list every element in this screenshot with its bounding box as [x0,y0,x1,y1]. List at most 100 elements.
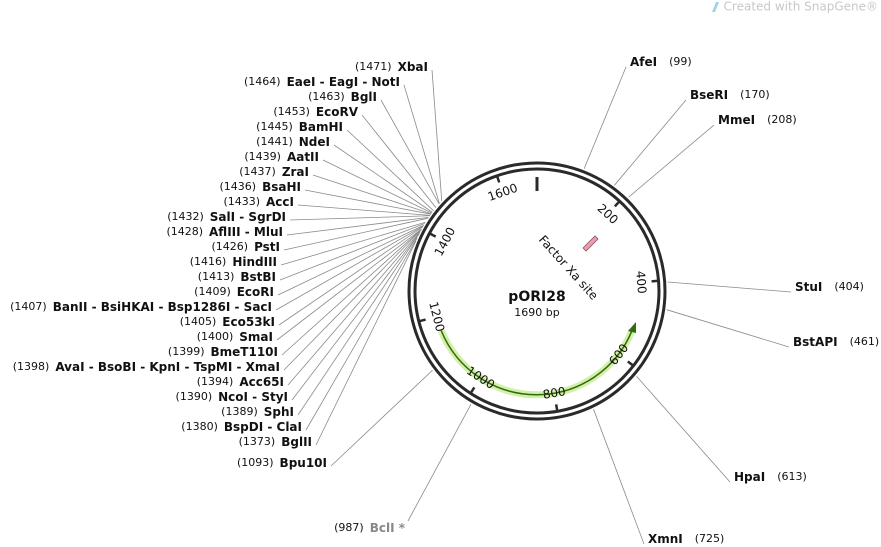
site-connector [583,66,627,169]
feature-arrowhead [628,322,636,333]
enzyme-name: NdeI [299,135,330,149]
site-label: (1400) SmaI [197,330,273,344]
site-position: (1463) [308,90,345,103]
site-position: (1426) [211,240,248,253]
backbone-outer [407,161,667,421]
site-connector [287,231,421,386]
watermark-logo [712,2,719,12]
site-position: (1437) [239,165,276,178]
site-label: (1464) EaeI - EagI - NotI [244,75,400,89]
site-position: (1407) [10,300,47,313]
enzyme-name: BglI [351,90,377,104]
site-label: AfeI (99) [630,55,692,69]
enzyme-name: BseRI [690,88,728,102]
site-position: (1394) [197,375,234,388]
site-position: (1380) [181,420,218,433]
site-position: (1093) [237,456,274,469]
site-position: (208) [767,113,797,126]
enzyme-name: BspDI - ClaI [224,420,302,434]
site-label: (1389) SphI [221,405,294,419]
site-connector [666,309,790,348]
site-label: (987) BclI * [334,521,406,535]
enzyme-name: StuI [795,280,822,294]
site-position: (1471) [355,60,392,73]
site-connector [283,229,422,371]
site-connector [380,99,440,205]
site-connector [277,224,424,296]
site-position: (1445) [256,120,293,133]
site-label: (1407) BanII - BsiHKAI - Bsp1286I - SacI [10,300,272,314]
feature-glow [437,328,636,399]
site-connector [346,129,434,211]
enzyme-name: Acc65I [239,375,284,389]
tick-mark [554,404,559,412]
site-position: (1433) [223,195,260,208]
site-connector [279,223,425,281]
enzyme-name: HindIII [232,255,277,269]
site-label: (1399) BmeT110I [168,345,278,359]
tick-label: 800 [542,384,567,402]
site-label: (1394) Acc65I [197,375,284,389]
site-connector [291,233,420,401]
enzyme-name: XmnI [648,532,683,546]
site-label: (1409) EcoRI [194,285,274,299]
site-connector [636,375,731,483]
enzyme-name: EcoRV [316,105,359,119]
site-position: (1399) [168,345,205,358]
enzyme-name: BclI * [370,521,406,535]
feature-arc [440,330,633,396]
site-label: (1405) Eco53kI [180,315,275,329]
site-label: (1380) BspDI - ClaI [181,420,302,434]
enzyme-name: BanII - BsiHKAI - Bsp1286I - SacI [53,300,272,314]
site-position: (1439) [244,150,281,163]
enzyme-name: EaeI - EagI - NotI [287,75,400,89]
enzyme-name: AccI [266,195,294,209]
site-label: (1445) BamHI [256,120,343,134]
enzyme-name: PstI [254,240,280,254]
enzyme-name: AfeI [630,55,657,69]
site-label: (1441) NdeI [256,135,330,149]
enzyme-name: BmeT110I [211,345,279,359]
backbone-inner [413,167,661,415]
site-connector [281,229,422,356]
enzyme-name: AvaI - BsoBI - KpnI - TspMI - XmaI [55,360,280,374]
site-connector [333,144,433,213]
site-label: (1433) AccI [223,195,294,209]
site-position: (1432) [167,210,204,223]
site-connector [283,217,429,251]
enzyme-name: AflIII - MluI [209,225,283,239]
tick-mark [627,360,635,367]
tick-label: 1000 [464,364,497,392]
site-position: (1453) [273,105,310,118]
enzyme-name: XbaI [398,60,428,74]
site-label: (1413) BstBI [198,270,276,284]
enzyme-name: BstBI [240,270,276,284]
site-connector [305,237,418,431]
site-position: (1405) [180,315,217,328]
site-connector [297,233,420,416]
site-connector [286,216,429,236]
site-label: (1463) BglI [308,90,377,104]
site-position: (1464) [244,75,281,88]
enzyme-name: HpaI [734,470,765,484]
enzyme-name: MmeI [718,113,755,127]
enzyme-name: SmaI [239,330,273,344]
watermark: Created with SnapGene® [724,0,878,14]
site-connector [322,159,432,214]
site-connector [275,225,424,311]
plasmid-length: 1690 bp [514,306,559,319]
site-position: (1398) [13,360,50,373]
site-position: (987) [334,521,364,534]
enzyme-name: BglII [281,435,312,449]
site-connector [614,99,687,186]
site-label: MmeI (208) [718,113,797,127]
site-label: (1426) PstI [211,240,280,254]
site-connector [312,174,432,215]
site-position: (1413) [198,270,235,283]
tick-label: 1200 [426,300,447,333]
site-label: (1428) AflIII - MluI [166,225,283,239]
site-position: (1436) [220,180,257,193]
site-connector [289,215,430,221]
tick-label: 1600 [486,181,519,204]
